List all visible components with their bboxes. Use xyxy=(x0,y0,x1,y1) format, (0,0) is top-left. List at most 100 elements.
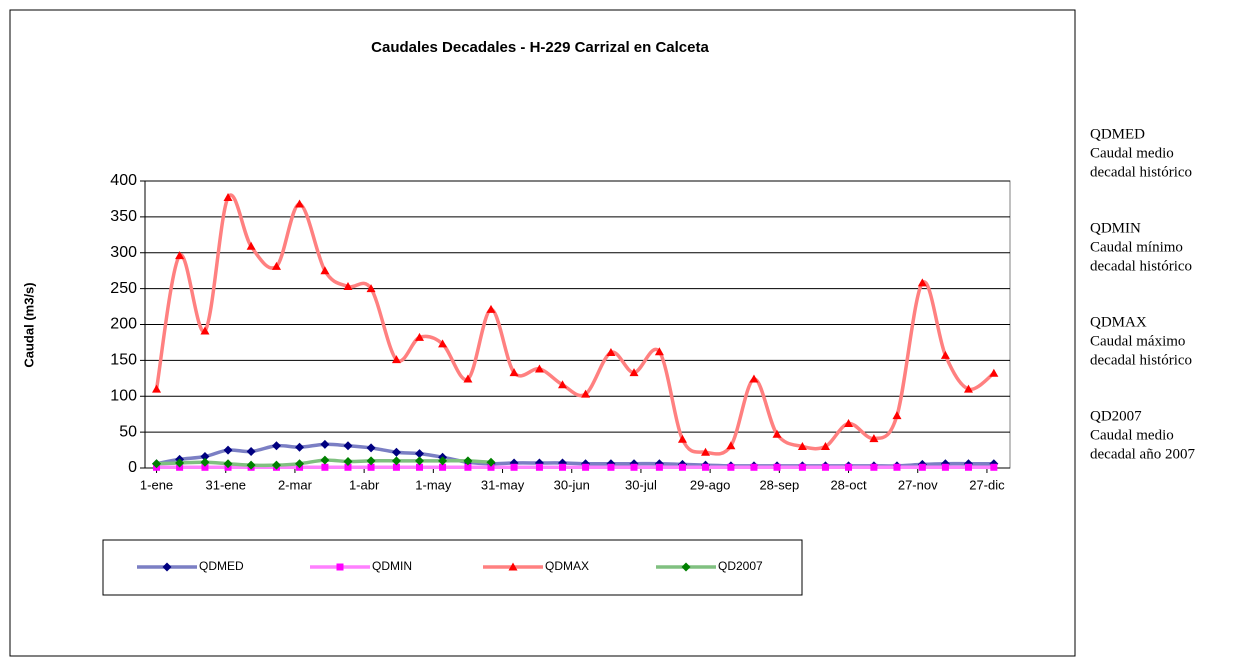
marker xyxy=(607,463,615,471)
marker xyxy=(366,284,376,293)
y-axis-label: Caudal (m3/s) xyxy=(21,282,36,367)
y-tick-label: 350 xyxy=(110,208,137,225)
marker xyxy=(414,332,424,341)
marker xyxy=(414,449,424,459)
marker xyxy=(629,368,639,377)
marker xyxy=(749,374,759,383)
note-line: Caudal máximo xyxy=(1090,333,1185,349)
y-tick-label: 300 xyxy=(110,244,137,261)
marker xyxy=(367,463,375,471)
marker xyxy=(295,199,305,208)
marker xyxy=(750,463,758,471)
legend-label: QDMIN xyxy=(372,559,412,573)
x-tick-label: 2-mar xyxy=(278,477,313,492)
marker xyxy=(246,446,256,456)
legend-label: QDMED xyxy=(199,559,244,573)
marker xyxy=(464,463,472,471)
marker xyxy=(582,463,590,471)
marker xyxy=(941,463,949,471)
marker xyxy=(798,463,806,471)
marker xyxy=(246,460,256,470)
note-line: decadal histórico xyxy=(1090,352,1192,368)
y-tick-label: 50 xyxy=(119,423,137,440)
legend-marker xyxy=(162,562,172,572)
y-tick-label: 100 xyxy=(110,387,137,404)
marker xyxy=(200,452,210,462)
marker xyxy=(940,350,950,359)
marker xyxy=(821,463,829,471)
marker xyxy=(869,434,879,443)
marker xyxy=(989,368,999,377)
marker xyxy=(320,439,330,449)
marker xyxy=(391,447,401,457)
x-tick-label: 30-jul xyxy=(625,477,657,492)
marker xyxy=(366,443,376,453)
marker xyxy=(366,456,376,466)
marker xyxy=(200,457,210,467)
marker xyxy=(773,463,781,471)
marker xyxy=(201,463,209,471)
marker xyxy=(654,347,664,356)
y-tick-label: 400 xyxy=(110,172,137,189)
marker xyxy=(223,445,233,455)
marker xyxy=(175,251,185,260)
marker xyxy=(892,411,902,420)
x-tick-label: 27-dic xyxy=(969,477,1005,492)
marker xyxy=(726,441,736,450)
y-tick-label: 200 xyxy=(110,316,137,333)
marker xyxy=(344,463,352,471)
legend-marker xyxy=(336,563,344,571)
marker xyxy=(990,463,998,471)
note-title: QD2007 xyxy=(1090,408,1142,424)
marker xyxy=(271,460,281,470)
marker xyxy=(391,456,401,466)
marker xyxy=(581,389,591,398)
marker xyxy=(893,463,901,471)
marker xyxy=(509,368,519,377)
x-tick-label: 27-nov xyxy=(898,477,938,492)
marker xyxy=(486,304,496,313)
x-tick-label: 1-may xyxy=(415,477,452,492)
marker xyxy=(677,434,687,443)
marker xyxy=(844,419,854,428)
marker xyxy=(534,364,544,373)
marker xyxy=(845,463,853,471)
marker xyxy=(535,463,543,471)
marker xyxy=(559,463,567,471)
marker xyxy=(415,463,423,471)
marker xyxy=(463,456,473,466)
marker xyxy=(678,463,686,471)
legend-marker xyxy=(681,562,691,572)
marker xyxy=(320,266,330,275)
note-line: Caudal medio xyxy=(1090,427,1174,443)
x-tick-label: 28-sep xyxy=(759,477,799,492)
marker xyxy=(223,459,233,469)
marker xyxy=(558,380,568,389)
marker xyxy=(772,429,782,438)
marker xyxy=(223,193,233,202)
marker xyxy=(630,463,638,471)
marker xyxy=(438,456,448,466)
marker xyxy=(271,441,281,451)
x-tick-label: 30-jun xyxy=(554,477,590,492)
x-tick-label: 29-ago xyxy=(690,477,730,492)
marker xyxy=(918,463,926,471)
note-title: QDMIN xyxy=(1090,220,1141,236)
x-tick-label: 31-may xyxy=(481,477,525,492)
marker xyxy=(463,374,473,383)
y-tick-label: 0 xyxy=(128,459,137,476)
legend-label: QD2007 xyxy=(718,559,763,573)
marker xyxy=(870,463,878,471)
y-tick-label: 250 xyxy=(110,280,137,297)
marker xyxy=(271,261,281,270)
marker xyxy=(295,459,305,469)
note-title: QDMED xyxy=(1090,126,1145,142)
marker xyxy=(200,326,210,335)
marker xyxy=(175,458,185,468)
marker xyxy=(487,463,495,471)
note-line: decadal histórico xyxy=(1090,164,1192,180)
chart-title: Caudales Decadales - H-229 Carrizal en C… xyxy=(371,39,709,56)
marker xyxy=(295,442,305,452)
